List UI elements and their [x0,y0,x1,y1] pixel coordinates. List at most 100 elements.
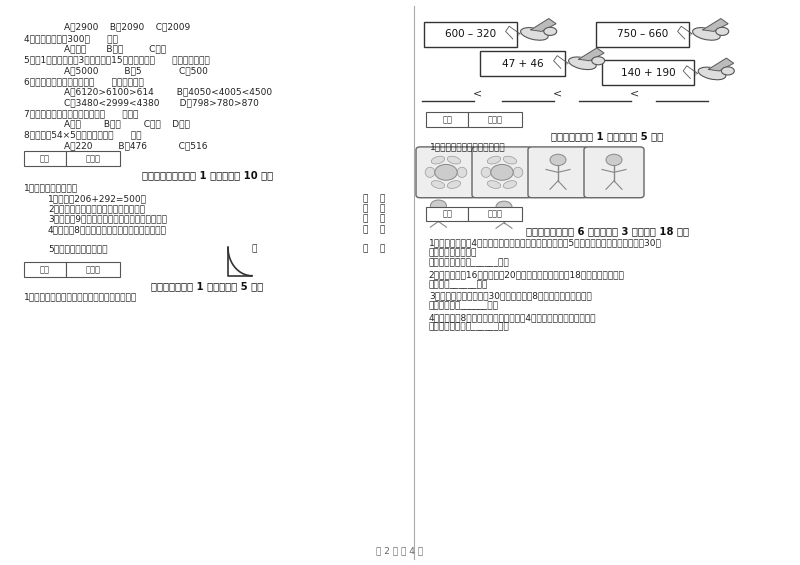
Ellipse shape [503,156,517,164]
Text: 5．买1千克香蕉需要3元钱，现有15元钱，可买（      ）千克的香蕉。: 5．买1千克香蕉需要3元钱，现有15元钱，可买（ ）千克的香蕉。 [24,55,210,64]
Text: <: < [553,88,562,98]
Text: 7．一个四位数，它的最高位是（      ）位。: 7．一个四位数，它的最高位是（ ）位。 [24,109,138,118]
FancyBboxPatch shape [468,207,522,221]
Text: <: < [473,88,482,98]
Text: （    ）: （ ） [363,215,386,224]
Text: A．5000         B．5             C．500: A．5000 B．5 C．500 [64,66,208,75]
FancyBboxPatch shape [426,207,468,221]
Polygon shape [709,58,734,71]
FancyBboxPatch shape [472,147,532,198]
Text: 答：一共能坐______人。: 答：一共能坐______人。 [429,301,499,310]
Text: 1．周日，小明和4个同学去公园玩。公园的儿童票是每张5元。她们一共花了多少元？带30元: 1．周日，小明和4个同学去公园玩。公园的儿童票是每张5元。她们一共花了多少元？带… [429,238,662,247]
Ellipse shape [447,156,461,164]
Text: 4．钟面上8时整，时针和分针所成的角是锐角。: 4．钟面上8时整，时针和分针所成的角是锐角。 [48,225,167,234]
Circle shape [496,201,512,212]
Text: 评卷人: 评卷人 [488,210,502,219]
Text: 3．会议室里，单人椅有30把，双人椅有8把，一共能坐多少人？: 3．会议室里，单人椅有30把，双人椅有8把，一共能坐多少人？ [429,292,591,301]
Ellipse shape [693,28,720,40]
Text: 47 + 46: 47 + 46 [502,59,543,69]
Ellipse shape [716,27,729,36]
Text: 评卷人: 评卷人 [86,154,100,163]
Ellipse shape [487,156,501,164]
Text: （    ）: （ ） [363,225,386,234]
Ellipse shape [431,156,445,164]
Text: 八、解决问题（共 6 小题，每题 3 分，共计 18 分）: 八、解决问题（共 6 小题，每题 3 分，共计 18 分） [526,226,689,236]
Text: 1．我是公正小法官。: 1．我是公正小法官。 [24,184,78,193]
FancyBboxPatch shape [24,151,66,166]
Text: 答：还有______只。: 答：还有______只。 [429,280,488,289]
Ellipse shape [722,67,734,75]
Circle shape [490,164,514,180]
Ellipse shape [569,57,596,69]
Text: 。: 。 [252,245,258,254]
Text: 七、连一连（共 1 大题，共计 5 分）: 七、连一连（共 1 大题，共计 5 分） [551,132,663,142]
Circle shape [430,200,446,211]
Text: 8．估一估54×5的得数可能是（      ）。: 8．估一估54×5的得数可能是（ ）。 [24,131,142,140]
Text: 评卷人: 评卷人 [488,115,502,124]
FancyBboxPatch shape [480,51,565,76]
Text: 评卷人: 评卷人 [86,265,100,274]
Text: C．3480<2999<4380       D．798>780>870: C．3480<2999<4380 D．798>780>870 [64,98,259,107]
FancyBboxPatch shape [24,262,66,277]
Text: 6．下列各组数的排列中，（      ）是正确的。: 6．下列各组数的排列中，（ ）是正确的。 [24,77,144,86]
Ellipse shape [481,167,490,177]
Text: 六、比一比（共 1 大题，共计 5 分）: 六、比一比（共 1 大题，共计 5 分） [151,281,263,292]
Text: 2．同学们做了16只红风车，20只花风车，送给幼儿园18只，还有多少只？: 2．同学们做了16只红风车，20只花风车，送给幼儿园18只，还有多少只？ [429,270,625,279]
Ellipse shape [426,167,435,177]
Text: A．2900    B．2090    C．2009: A．2900 B．2090 C．2009 [64,23,190,32]
Circle shape [550,154,566,166]
FancyBboxPatch shape [584,147,644,198]
Polygon shape [678,27,692,39]
Polygon shape [683,66,698,79]
Text: 去，买票的钱够吗？: 去，买票的钱够吗？ [429,249,477,258]
Text: A．6120>6100>614        B．4050<4005<4500: A．6120>6100>614 B．4050<4005<4500 [64,88,272,97]
Text: 2．一张长方一形纸的四个角都是直角。: 2．一张长方一形纸的四个角都是直角。 [48,205,145,214]
Text: 五、判断对与错（共 1 大题，共计 10 分）: 五、判断对与错（共 1 大题，共计 10 分） [142,171,273,181]
Text: 4．一棵树的高度300（      ）。: 4．一棵树的高度300（ ）。 [24,34,118,43]
Circle shape [606,154,622,166]
Text: 1．估算：206+292=500。: 1．估算：206+292=500。 [48,194,147,203]
Text: 第 2 页 共 4 页: 第 2 页 共 4 页 [377,546,423,555]
Text: 1．把下列算式按得数大小，从小到大排一行。: 1．把下列算式按得数大小，从小到大排一行。 [24,293,138,302]
Text: 答：爸爸比小明大______岁。: 答：爸爸比小明大______岁。 [429,323,510,332]
Ellipse shape [544,27,557,36]
Ellipse shape [431,181,445,189]
Text: 750 – 660: 750 – 660 [617,29,668,40]
Text: 答：她们一共花了______元。: 答：她们一共花了______元。 [429,258,510,267]
FancyBboxPatch shape [596,22,689,47]
Ellipse shape [503,181,517,189]
Polygon shape [579,48,604,61]
Text: A．千        B．百        C．十    D．个: A．千 B．百 C．十 D．个 [64,120,190,129]
Text: A．厘米       B．克         C．米: A．厘米 B．克 C．米 [64,45,166,54]
Polygon shape [506,27,520,39]
Ellipse shape [514,167,523,177]
Text: （    ）: （ ） [363,194,386,203]
Ellipse shape [458,167,467,177]
Text: 3．钟面上9时整，时针和分针所成的角是直角。: 3．钟面上9时整，时针和分针所成的角是直角。 [48,215,167,224]
FancyBboxPatch shape [66,262,120,277]
Circle shape [435,164,458,180]
Polygon shape [703,19,728,31]
Text: 得分: 得分 [442,115,452,124]
Text: 140 + 190: 140 + 190 [621,68,675,78]
Text: 得分: 得分 [40,265,50,274]
FancyBboxPatch shape [528,147,588,198]
Text: （    ）: （ ） [363,245,386,254]
Ellipse shape [487,181,501,189]
FancyBboxPatch shape [468,112,522,127]
FancyBboxPatch shape [424,22,517,47]
Text: 600 – 320: 600 – 320 [445,29,496,40]
Ellipse shape [698,67,726,80]
Ellipse shape [592,56,605,65]
Text: 5．右图中一共有三个角: 5．右图中一共有三个角 [48,245,107,254]
FancyBboxPatch shape [66,151,120,166]
Polygon shape [554,56,568,68]
Text: A．220         B．476           C．516: A．220 B．476 C．516 [64,141,207,150]
Text: 得分: 得分 [40,154,50,163]
Text: 1．连一连镜子里看到的图像。: 1．连一连镜子里看到的图像。 [430,142,506,151]
Ellipse shape [447,181,461,189]
FancyBboxPatch shape [416,147,476,198]
FancyBboxPatch shape [426,112,468,127]
Ellipse shape [521,28,548,40]
FancyBboxPatch shape [602,60,694,85]
